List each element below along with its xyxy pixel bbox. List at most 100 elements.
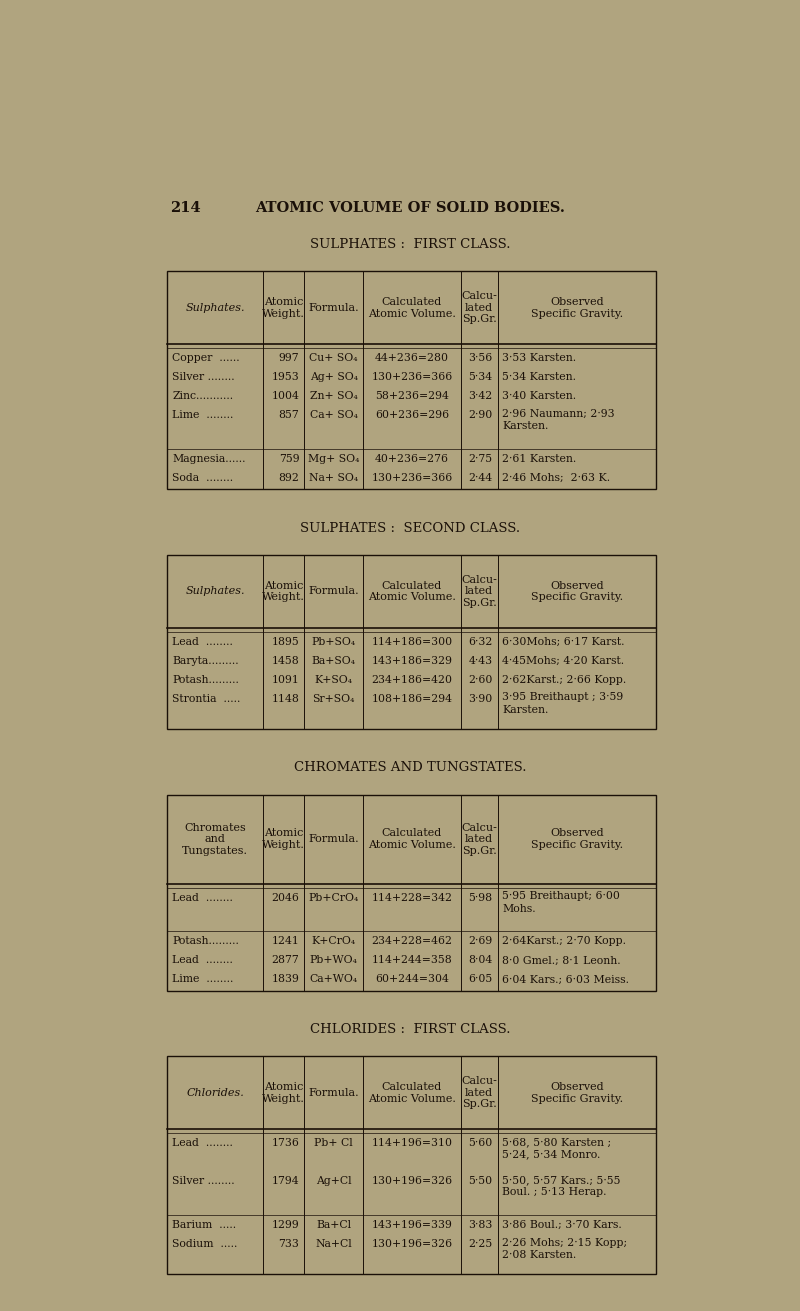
Text: Ag+ SO₄: Ag+ SO₄ bbox=[310, 372, 358, 383]
Text: Ca+WO₄: Ca+WO₄ bbox=[310, 974, 358, 985]
Text: 130+236=366: 130+236=366 bbox=[371, 473, 453, 482]
Text: 6·04 Kars.; 6·03 Meiss.: 6·04 Kars.; 6·03 Meiss. bbox=[502, 974, 630, 985]
Bar bbox=[167, 1057, 657, 1274]
Text: 3·95 Breithaupt ; 3·59
Karsten.: 3·95 Breithaupt ; 3·59 Karsten. bbox=[502, 692, 624, 714]
Text: 3·56: 3·56 bbox=[468, 354, 493, 363]
Text: 5·60: 5·60 bbox=[468, 1138, 493, 1148]
Text: Strontia  .....: Strontia ..... bbox=[172, 694, 241, 704]
Text: Ba+Cl: Ba+Cl bbox=[316, 1221, 351, 1230]
Text: 2·25: 2·25 bbox=[468, 1239, 493, 1249]
Text: CHLORIDES :  FIRST CLASS.: CHLORIDES : FIRST CLASS. bbox=[310, 1023, 510, 1036]
Text: Baryta.........: Baryta......... bbox=[172, 656, 239, 666]
Text: Lead  ........: Lead ........ bbox=[172, 637, 234, 646]
Text: 6·05: 6·05 bbox=[468, 974, 493, 985]
Text: 234+228=462: 234+228=462 bbox=[371, 936, 453, 947]
Text: Potash.........: Potash......... bbox=[172, 675, 239, 684]
Text: 44+236=280: 44+236=280 bbox=[375, 354, 449, 363]
Text: Barium  .....: Barium ..... bbox=[172, 1221, 237, 1230]
Text: Sulphates.: Sulphates. bbox=[186, 303, 245, 313]
Text: Ba+SO₄: Ba+SO₄ bbox=[312, 656, 356, 666]
Text: 130+236=366: 130+236=366 bbox=[371, 372, 453, 383]
Bar bbox=[167, 555, 657, 729]
Text: 6·32: 6·32 bbox=[468, 637, 493, 646]
Text: 5·50, 5·57 Kars.; 5·55
Boul. ; 5·13 Herap.: 5·50, 5·57 Kars.; 5·55 Boul. ; 5·13 Hera… bbox=[502, 1175, 621, 1197]
Text: 892: 892 bbox=[278, 473, 299, 482]
Text: 234+186=420: 234+186=420 bbox=[371, 675, 453, 684]
Text: 2·96 Naumann; 2·93
Karsten.: 2·96 Naumann; 2·93 Karsten. bbox=[502, 409, 615, 431]
Text: 1895: 1895 bbox=[272, 637, 299, 646]
Text: 3·83: 3·83 bbox=[468, 1221, 493, 1230]
Text: Chromates
and
Tungstates.: Chromates and Tungstates. bbox=[182, 822, 248, 856]
Text: Magnesia......: Magnesia...... bbox=[172, 454, 246, 464]
Text: 1794: 1794 bbox=[272, 1176, 299, 1186]
Text: 60+236=296: 60+236=296 bbox=[375, 410, 449, 421]
Text: Sr+SO₄: Sr+SO₄ bbox=[313, 694, 355, 704]
Text: 1148: 1148 bbox=[271, 694, 299, 704]
Text: Ag+Cl: Ag+Cl bbox=[316, 1176, 351, 1186]
Text: K+CrO₄: K+CrO₄ bbox=[312, 936, 356, 947]
Text: 8·0 Gmel.; 8·1 Leonh.: 8·0 Gmel.; 8·1 Leonh. bbox=[502, 956, 621, 965]
Text: Calculated
Atomic Volume.: Calculated Atomic Volume. bbox=[368, 581, 456, 602]
Text: Observed
Specific Gravity.: Observed Specific Gravity. bbox=[531, 581, 623, 602]
Text: ATOMIC VOLUME OF SOLID BODIES.: ATOMIC VOLUME OF SOLID BODIES. bbox=[255, 201, 565, 215]
Text: 1004: 1004 bbox=[271, 391, 299, 401]
Text: 58+236=294: 58+236=294 bbox=[375, 391, 449, 401]
Text: 114+244=358: 114+244=358 bbox=[371, 956, 452, 965]
Text: 143+186=329: 143+186=329 bbox=[371, 656, 453, 666]
Text: Observed
Specific Gravity.: Observed Specific Gravity. bbox=[531, 829, 623, 850]
Text: Lime  ........: Lime ........ bbox=[172, 410, 234, 421]
Text: 130+196=326: 130+196=326 bbox=[371, 1176, 453, 1186]
Text: 5·34: 5·34 bbox=[469, 372, 493, 383]
Text: CHROMATES AND TUNGSTATES.: CHROMATES AND TUNGSTATES. bbox=[294, 762, 526, 775]
Text: 1458: 1458 bbox=[272, 656, 299, 666]
Text: Calculated
Atomic Volume.: Calculated Atomic Volume. bbox=[368, 1082, 456, 1104]
Text: 2·90: 2·90 bbox=[468, 410, 493, 421]
Text: Atomic
Weight.: Atomic Weight. bbox=[262, 581, 305, 602]
Text: 2·44: 2·44 bbox=[469, 473, 493, 482]
Text: 759: 759 bbox=[278, 454, 299, 464]
Text: Silver ........: Silver ........ bbox=[172, 1176, 235, 1186]
Text: Atomic
Weight.: Atomic Weight. bbox=[262, 829, 305, 850]
Text: Calculated
Atomic Volume.: Calculated Atomic Volume. bbox=[368, 298, 456, 319]
Text: K+SO₄: K+SO₄ bbox=[314, 675, 353, 684]
Text: 5·98: 5·98 bbox=[469, 893, 493, 903]
Text: Ca+ SO₄: Ca+ SO₄ bbox=[310, 410, 358, 421]
Text: Calcu-
lated
Sp.Gr.: Calcu- lated Sp.Gr. bbox=[462, 822, 497, 856]
Text: 2·75: 2·75 bbox=[469, 454, 493, 464]
Text: Copper  ......: Copper ...... bbox=[172, 354, 240, 363]
Text: 5·34 Karsten.: 5·34 Karsten. bbox=[502, 372, 577, 383]
Text: Zinc...........: Zinc........... bbox=[172, 391, 234, 401]
Text: 1736: 1736 bbox=[271, 1138, 299, 1148]
Text: 997: 997 bbox=[278, 354, 299, 363]
Text: Formula.: Formula. bbox=[308, 1088, 359, 1097]
Text: 214: 214 bbox=[170, 201, 200, 215]
Text: 4·45Mohs; 4·20 Karst.: 4·45Mohs; 4·20 Karst. bbox=[502, 656, 625, 666]
Text: 6·30Mohs; 6·17 Karst.: 6·30Mohs; 6·17 Karst. bbox=[502, 637, 625, 646]
Text: Formula.: Formula. bbox=[308, 834, 359, 844]
Text: Zn+ SO₄: Zn+ SO₄ bbox=[310, 391, 358, 401]
Text: 3·40 Karsten.: 3·40 Karsten. bbox=[502, 391, 577, 401]
Text: 5·50: 5·50 bbox=[469, 1176, 493, 1186]
Text: Potash.........: Potash......... bbox=[172, 936, 239, 947]
Text: 143+196=339: 143+196=339 bbox=[371, 1221, 452, 1230]
Text: 4·43: 4·43 bbox=[469, 656, 493, 666]
Text: Atomic
Weight.: Atomic Weight. bbox=[262, 1082, 305, 1104]
Text: 2·46 Mohs;  2·63 K.: 2·46 Mohs; 2·63 K. bbox=[502, 473, 610, 482]
Text: Sodium  .....: Sodium ..... bbox=[172, 1239, 238, 1249]
Text: Lead  ........: Lead ........ bbox=[172, 893, 234, 903]
Text: 114+196=310: 114+196=310 bbox=[371, 1138, 453, 1148]
Bar bbox=[167, 271, 657, 489]
Text: 857: 857 bbox=[278, 410, 299, 421]
Text: Mg+ SO₄: Mg+ SO₄ bbox=[308, 454, 359, 464]
Text: Pb+WO₄: Pb+WO₄ bbox=[310, 956, 358, 965]
Text: Pb+ Cl: Pb+ Cl bbox=[314, 1138, 353, 1148]
Text: Calcu-
lated
Sp.Gr.: Calcu- lated Sp.Gr. bbox=[462, 1076, 497, 1109]
Text: 114+228=342: 114+228=342 bbox=[371, 893, 453, 903]
Text: Cu+ SO₄: Cu+ SO₄ bbox=[310, 354, 358, 363]
Text: 1091: 1091 bbox=[271, 675, 299, 684]
Text: 2·62Karst.; 2·66 Kopp.: 2·62Karst.; 2·66 Kopp. bbox=[502, 675, 626, 684]
Text: 3·53 Karsten.: 3·53 Karsten. bbox=[502, 354, 577, 363]
Text: 108+186=294: 108+186=294 bbox=[371, 694, 453, 704]
Text: Na+Cl: Na+Cl bbox=[315, 1239, 352, 1249]
Text: 3·86 Boul.; 3·70 Kars.: 3·86 Boul.; 3·70 Kars. bbox=[502, 1221, 622, 1230]
